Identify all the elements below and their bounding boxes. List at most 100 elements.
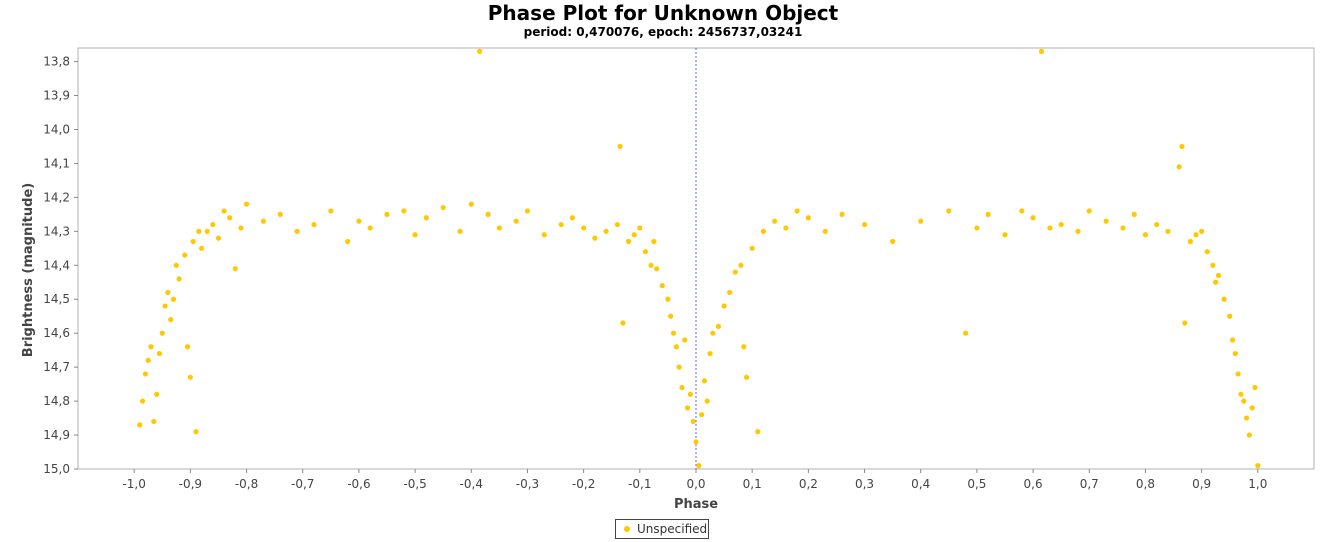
x-tick-label: 0,4 [911, 477, 930, 491]
data-point [1210, 262, 1216, 268]
data-point [1002, 232, 1008, 238]
data-point [963, 330, 969, 336]
data-point [772, 218, 778, 224]
data-points [137, 48, 1261, 469]
data-point [1229, 337, 1236, 343]
x-axis: -1,0 -0,9 -0,8 -0,7 -0,6 -0,5 -0,4 -0,3 -0,2 -0,1… [122, 469, 1267, 491]
data-point [861, 221, 868, 228]
data-point [238, 225, 244, 231]
data-point [699, 412, 705, 418]
data-point [148, 344, 154, 350]
data-point [412, 232, 418, 238]
data-point [190, 238, 196, 245]
y-tick-label: 15,0 [43, 462, 70, 476]
data-point [176, 276, 182, 282]
data-point [637, 225, 643, 231]
x-tick-label: 1,0 [1248, 477, 1267, 491]
data-point [710, 330, 716, 336]
data-point [1019, 208, 1025, 214]
y-tick-label: 14,6 [43, 326, 70, 340]
data-point [642, 249, 649, 255]
x-tick-label: 0,3 [855, 477, 874, 491]
data-point [187, 374, 193, 380]
data-point [210, 221, 216, 228]
data-point [524, 208, 531, 214]
data-point [603, 228, 609, 234]
data-point [356, 218, 362, 224]
data-point [1199, 228, 1205, 234]
y-tick-label: 14,5 [43, 292, 70, 306]
data-point [159, 330, 165, 336]
data-point [1235, 371, 1241, 377]
x-tick-label: -0,6 [347, 477, 370, 491]
data-point [243, 201, 250, 207]
data-point [673, 344, 679, 350]
data-point [1193, 232, 1199, 238]
x-tick-label: -0,9 [179, 477, 202, 491]
data-point [668, 313, 674, 319]
data-point [755, 429, 761, 435]
data-point [477, 48, 483, 54]
data-point [738, 262, 744, 268]
data-point [687, 391, 693, 397]
x-tick-label: 0,1 [743, 477, 762, 491]
data-point [631, 232, 637, 238]
data-point [670, 330, 677, 336]
data-point [156, 350, 163, 357]
data-point [617, 143, 623, 150]
x-tick-label: 0,9 [1192, 477, 1211, 491]
data-point [581, 225, 587, 231]
data-point [140, 398, 146, 404]
x-tick-label: -0,1 [628, 477, 651, 491]
data-point [367, 225, 373, 231]
y-axis: 13,8 13,9 14,0 14,1 14,2 14,3 14,4 14,5 14,6 14,7… [43, 55, 78, 476]
data-point [165, 289, 171, 296]
data-point [715, 323, 722, 330]
data-point [1249, 405, 1255, 411]
data-point [328, 208, 334, 214]
data-point [890, 238, 896, 245]
data-point [457, 228, 463, 234]
data-point [468, 201, 474, 207]
y-tick-label: 14,3 [43, 224, 70, 238]
data-point [625, 238, 632, 245]
data-point [215, 235, 222, 241]
data-point [679, 384, 685, 391]
data-point [569, 215, 576, 221]
x-tick-label: 0,5 [967, 477, 986, 491]
data-point [513, 218, 519, 224]
x-tick-label: 0,2 [799, 477, 818, 491]
legend-marker [624, 526, 630, 532]
data-point [1227, 313, 1233, 319]
data-point [221, 208, 227, 214]
x-axis-label: Phase [674, 497, 718, 512]
data-point [651, 238, 657, 245]
x-tick-label: -0,7 [291, 477, 314, 491]
y-tick-label: 14,2 [43, 190, 70, 204]
legend: Unspecified [615, 519, 709, 539]
data-point [654, 266, 660, 272]
data-point [783, 225, 789, 231]
data-point [665, 296, 671, 302]
data-point [741, 344, 747, 350]
x-tick-label: 0,8 [1136, 477, 1155, 491]
data-point [277, 211, 283, 217]
data-point [696, 463, 702, 469]
data-point [1120, 225, 1126, 231]
legend-label: Unspecified [637, 522, 708, 536]
data-point [182, 252, 188, 258]
data-point [184, 344, 191, 350]
data-point [423, 215, 429, 221]
y-tick-label: 14,0 [43, 122, 70, 136]
data-point [1154, 221, 1160, 228]
data-point [196, 228, 202, 234]
data-point [485, 211, 491, 217]
data-point [648, 262, 654, 268]
data-point [794, 208, 800, 214]
x-tick-label: -0,2 [572, 477, 595, 491]
data-point [749, 245, 755, 251]
data-point [440, 204, 446, 211]
data-point [693, 439, 699, 445]
